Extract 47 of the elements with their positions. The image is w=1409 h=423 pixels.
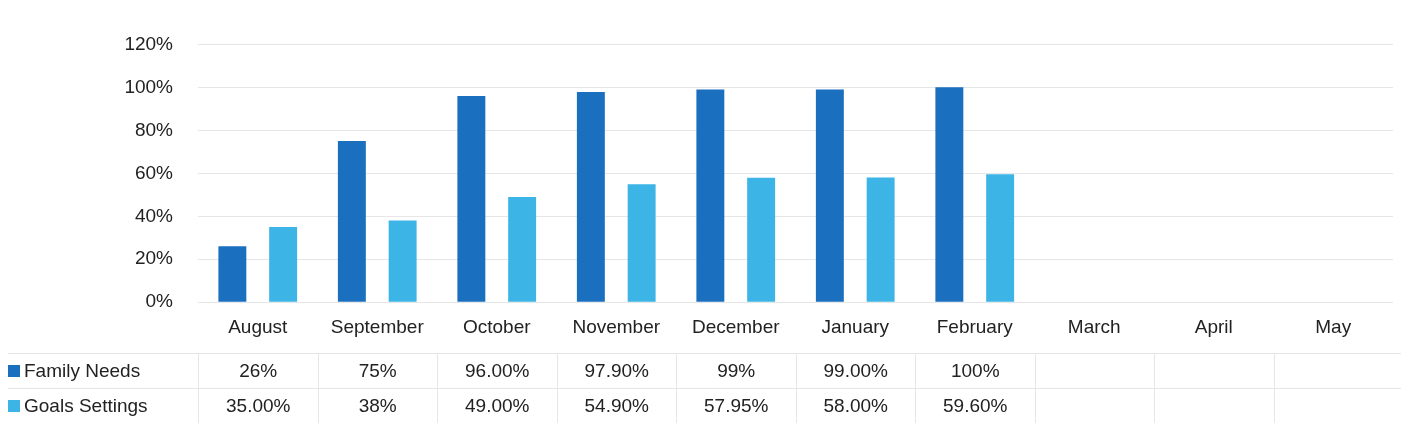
bar (388, 220, 417, 302)
data-label: 57.95% (676, 389, 796, 423)
y-tick-label: 120% (124, 32, 174, 54)
y-tick-label: 20% (134, 247, 174, 269)
x-tick-label: November (572, 315, 661, 337)
bar (627, 184, 656, 302)
bar (866, 177, 895, 302)
legend-label: Family Needs (24, 360, 141, 382)
x-tick-label: April (1194, 315, 1233, 337)
bar (269, 227, 298, 302)
data-label: 38% (317, 389, 437, 423)
bar (457, 95, 486, 302)
x-tick-label: February (936, 315, 1014, 337)
data-label: 49.00% (437, 389, 557, 423)
legend-label: Goals Settings (24, 395, 148, 417)
data-label: 99% (676, 354, 796, 388)
data-label: 100% (915, 354, 1035, 388)
y-tick-label: 60% (134, 161, 174, 183)
bar (218, 246, 247, 302)
bar (508, 196, 537, 302)
data-label: 54.90% (556, 389, 676, 423)
data-label: 58.00% (795, 389, 915, 423)
y-tick-label: 80% (134, 118, 174, 140)
bar (747, 177, 776, 302)
y-tick-label: 100% (124, 75, 174, 97)
x-tick-label: August (228, 315, 289, 337)
x-tick-label: January (821, 315, 890, 337)
x-tick-label: March (1067, 315, 1121, 337)
x-tick-label: May (1315, 315, 1352, 337)
data-label: 75% (317, 354, 437, 388)
bar (986, 174, 1015, 302)
bar (576, 91, 605, 302)
bar (815, 89, 844, 302)
data-label: 59.60% (915, 389, 1035, 423)
x-tick-label: October (462, 315, 532, 337)
bar (337, 141, 366, 302)
data-label: 97.90% (556, 354, 676, 388)
x-tick-label: September (330, 315, 425, 337)
x-tick-label: December (691, 315, 781, 337)
data-label: 99.00% (795, 354, 915, 388)
data-label: 35.00% (198, 389, 318, 423)
bar (696, 89, 725, 302)
data-label: 26% (198, 354, 318, 388)
y-tick-label: 40% (134, 204, 174, 226)
y-tick-label: 0% (145, 290, 174, 312)
bar (935, 87, 964, 302)
data-label: 96.00% (437, 354, 557, 388)
